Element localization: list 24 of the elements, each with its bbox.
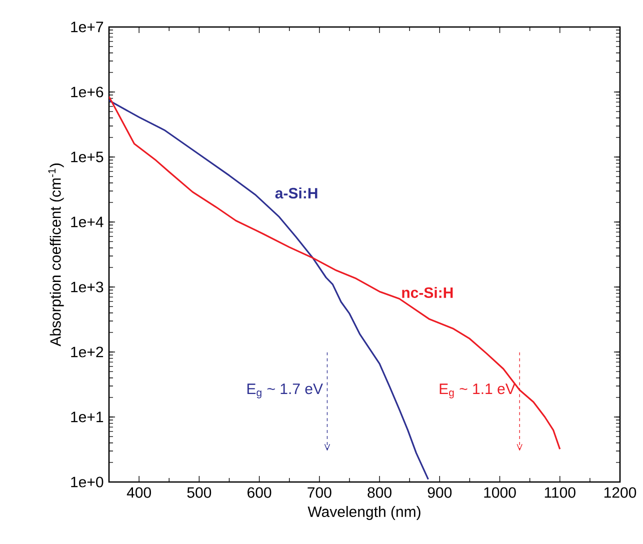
series-label: a-Si:H (275, 188, 318, 199)
x-tick-label: 400 (126, 487, 151, 498)
x-tick-label: 1000 (484, 487, 516, 498)
ref-line-label: E$_{g}$ ~ 1.1 eV (440, 384, 516, 398)
x-tick-label: 800 (368, 487, 392, 498)
y-tick-label: 1e+2 (71, 346, 104, 358)
series-label: nc-Si:H (402, 286, 453, 298)
x-tick-label: 900 (428, 487, 452, 498)
x-tick-label: 1100 (544, 487, 576, 498)
line-series (109, 96, 561, 450)
ref-line-label: E$_{g}$ ~ 1.7 eV (247, 384, 323, 398)
y-tick-label: 1e+4 (71, 216, 104, 228)
x-tick-label: 500 (187, 487, 212, 498)
x-axis-title: Wavelength (nm) (308, 506, 420, 520)
y-tick-label: 1e+7 (71, 22, 104, 32)
y-tick-label: 1e+5 (71, 152, 104, 162)
x-tick-label: 1200 (604, 487, 636, 498)
y-tick-label: 1e+6 (71, 86, 104, 98)
y-tick-label: 1e+3 (71, 282, 104, 292)
x-tick-label: 600 (248, 487, 272, 498)
y-tick-label: 1e+0 (71, 476, 104, 488)
y-tick-label: 1e+1 (71, 412, 104, 422)
y-axis-title: Absorption coefficent (cm$^{-1}$) (48, 164, 64, 346)
x-tick-label: 700 (308, 487, 332, 498)
